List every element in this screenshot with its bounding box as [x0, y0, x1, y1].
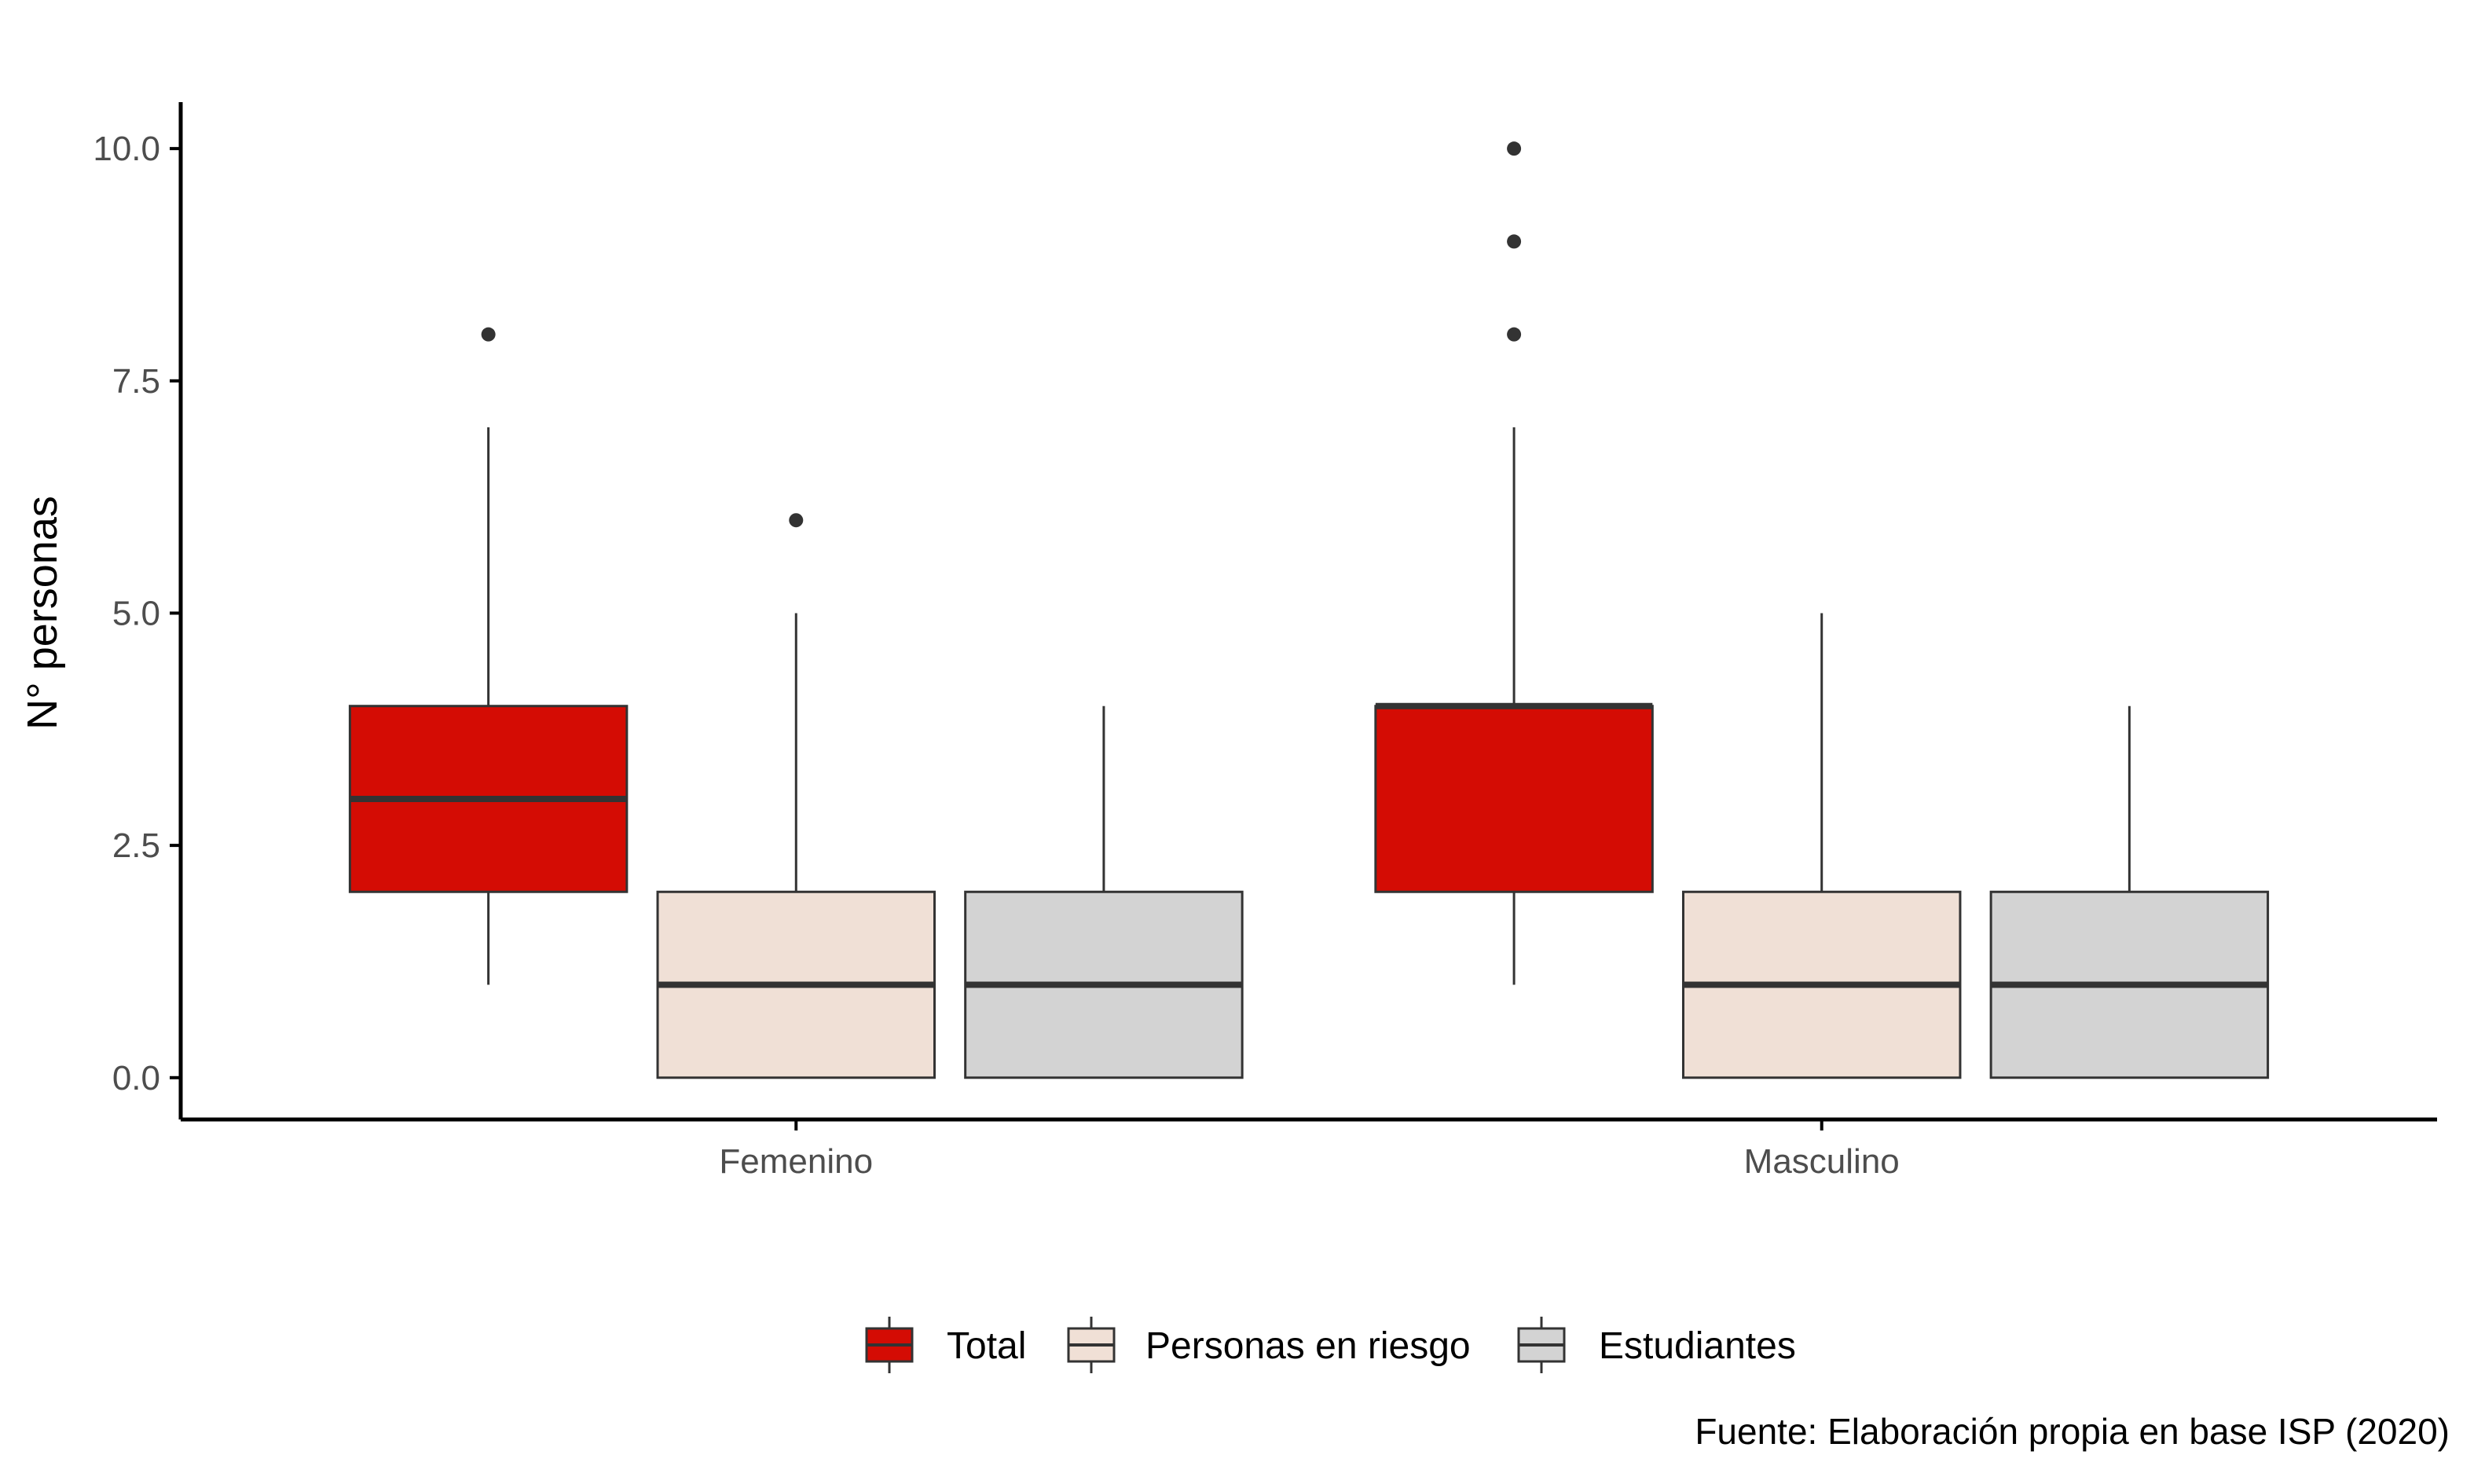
y-tick-label: 10.0: [93, 130, 160, 168]
legend-item-estudiantes: Estudiantes: [1517, 1317, 1796, 1373]
box-total-masculino: [1374, 141, 1654, 985]
outlier-point: [1507, 327, 1522, 342]
outlier-point: [789, 513, 804, 528]
y-tick-label: 5.0: [112, 594, 160, 632]
x-tick-label: Masculino: [1744, 1142, 1900, 1181]
box-estudiantes-femenino: [964, 705, 1244, 1079]
outlier-point: [481, 327, 496, 342]
y-tick-label: 7.5: [112, 362, 160, 401]
y-axis-title: N° personas: [19, 496, 66, 730]
box-personas-en-riesgo-masculino: [1681, 613, 1962, 1079]
legend-item-personas-en-riesgo: Personas en riesgo: [1067, 1317, 1471, 1373]
box-total-femenino: [348, 327, 629, 985]
legend-label: Total: [947, 1325, 1026, 1367]
legend: Total Personas en riesgo Estudiantes: [865, 1317, 1796, 1373]
y-tick-label: 0.0: [112, 1059, 160, 1097]
x-tick-label: Femenino: [719, 1142, 873, 1181]
box-estudiantes-masculino: [1989, 705, 2270, 1079]
y-tick-label: 2.5: [112, 826, 160, 865]
box-iqr: [1374, 705, 1654, 893]
legend-label: Estudiantes: [1599, 1325, 1796, 1367]
box-personas-en-riesgo-femenino: [656, 513, 936, 1079]
legend-label: Personas en riesgo: [1145, 1325, 1471, 1367]
outlier-point: [1507, 141, 1522, 156]
legend-item-total: Total: [865, 1317, 1026, 1373]
source-caption: Fuente: Elaboración propia en base ISP (…: [1695, 1411, 2450, 1452]
outlier-point: [1507, 234, 1522, 249]
